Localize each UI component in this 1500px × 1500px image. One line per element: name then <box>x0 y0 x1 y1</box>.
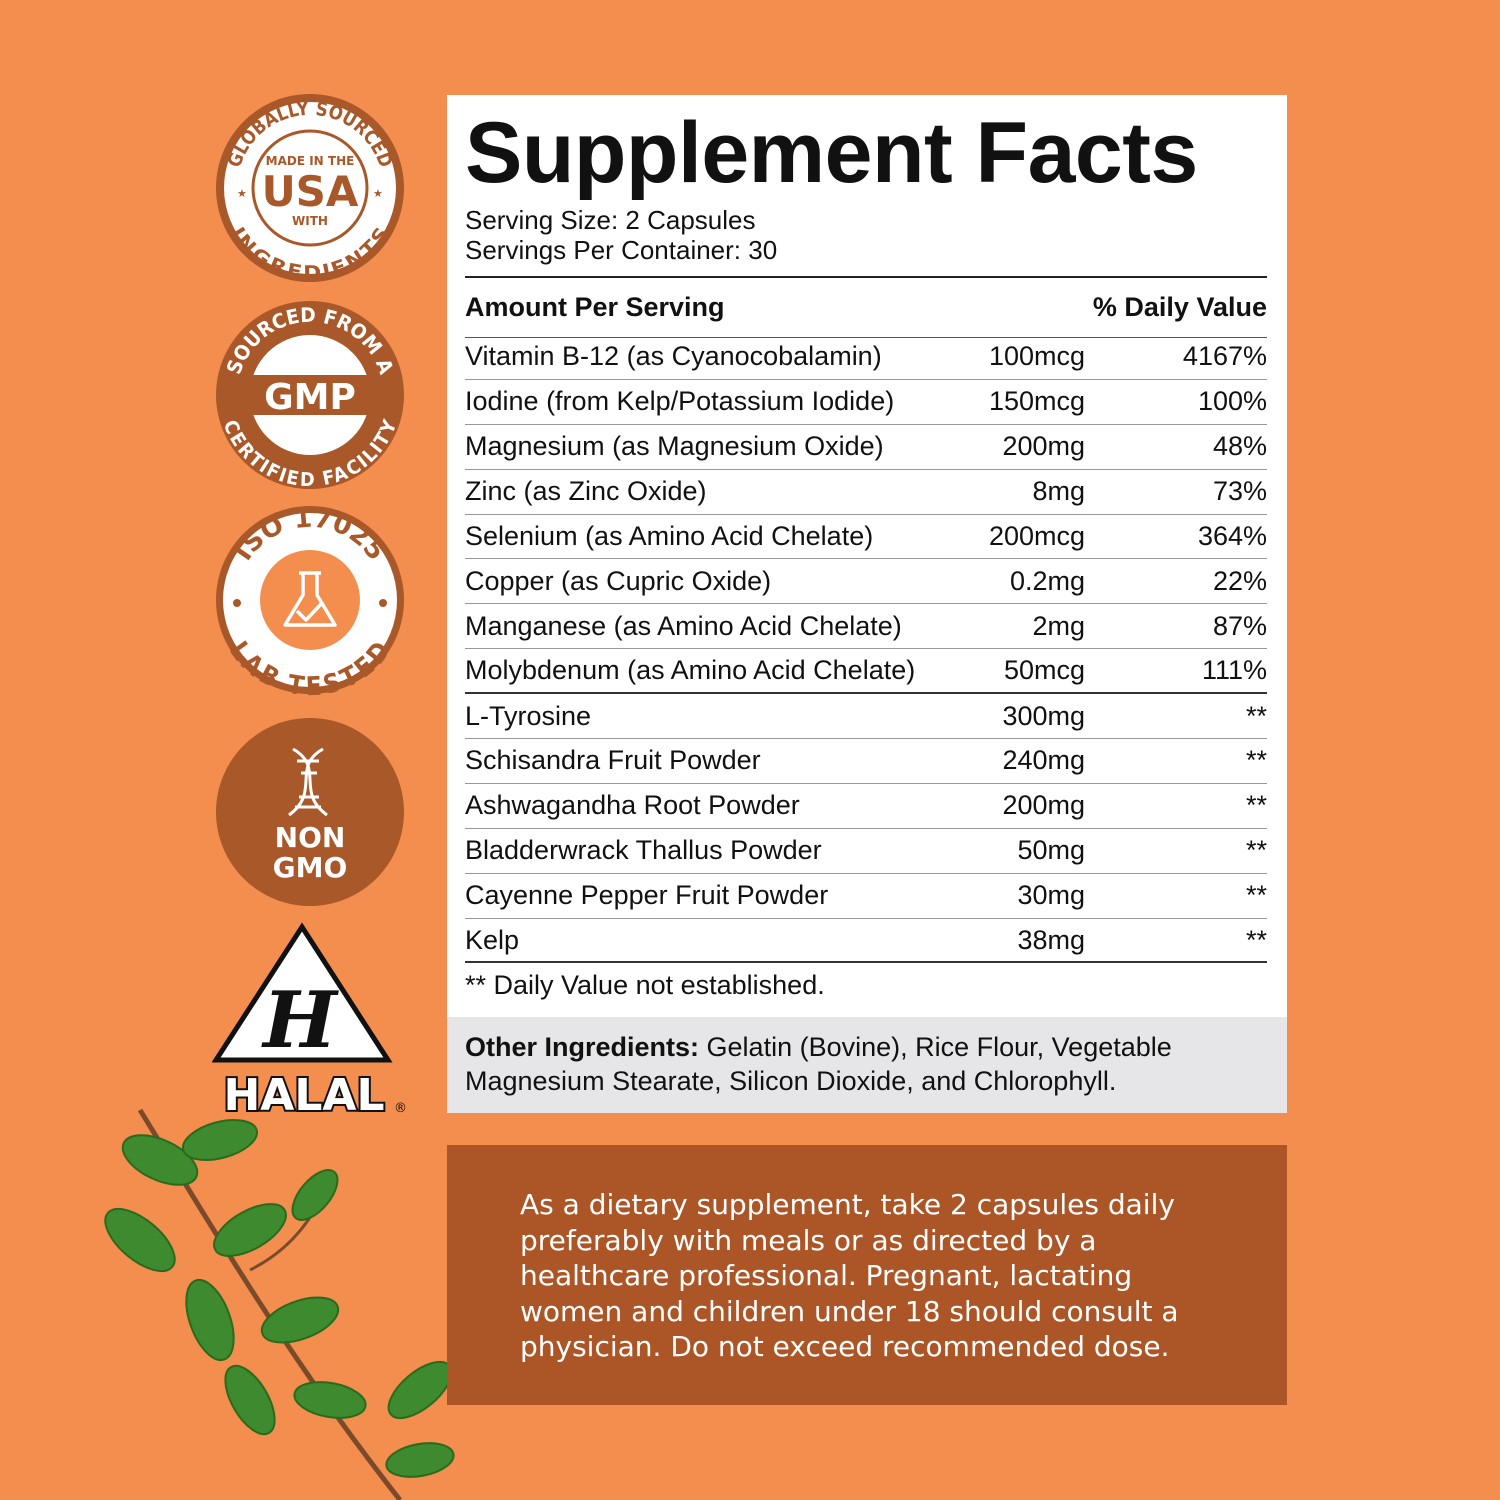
nutrient-amount: 300mg <box>1002 700 1085 731</box>
nutrient-amount: 8mg <box>1032 476 1085 507</box>
facts-title: Supplement Facts <box>465 105 1198 201</box>
badge-gmp-center: GMP <box>264 377 356 418</box>
nutrient-daily-value: 111% <box>1201 655 1267 686</box>
footnote: ** Daily Value not established. <box>465 970 825 1000</box>
star-icon: ★ <box>237 188 247 200</box>
daily-value-heading: % Daily Value <box>1092 292 1267 322</box>
supplement-facts-panel: Supplement Facts Serving Size: 2 Capsule… <box>447 95 1287 1113</box>
nutrient-amount: 50mg <box>1017 835 1085 866</box>
nutrient-amount: 150mcg <box>988 386 1085 417</box>
nutrient-name: Molybdenum (as Amino Acid Chelate) <box>465 655 916 686</box>
nutrient-row: Copper (as Cupric Oxide) 0.2mg 22% <box>465 559 1267 605</box>
iso-lab-tested-badge: ISO 17025 LAB TESTED <box>216 504 404 703</box>
directions-box: As a dietary supplement, take 2 capsules… <box>447 1145 1287 1405</box>
nutrient-row: L-Tyrosine 300mg ** <box>465 694 1267 740</box>
nutrient-name: Manganese (as Amino Acid Chelate) <box>465 610 902 641</box>
halal-label: HALAL <box>223 1070 384 1118</box>
nutrient-daily-value: 100% <box>1197 386 1267 417</box>
halal-letter: H <box>261 975 339 1066</box>
nutrient-daily-value: 22% <box>1212 565 1267 596</box>
badge-usa-line2: USA <box>262 167 359 216</box>
nutrient-row: Vitamin B-12 (as Cyanocobalamin) 100mcg 41… <box>465 335 1267 380</box>
nutrient-row: Iodine (from Kelp/Potassium Iodide) 150mc… <box>465 380 1267 425</box>
other-ingredients-label: Other Ingredients: <box>465 1032 700 1062</box>
nutrient-name: Iodine (from Kelp/Potassium Iodide) <box>465 386 895 417</box>
other-ingredients-text: Gelatin (Bovine), Rice Flour, Vegetable … <box>465 1032 1172 1096</box>
gmp-certified-badge: SOURCED FROM A CERTIFIED FACILITY GMP <box>216 301 404 491</box>
nutrient-name: Cayenne Pepper Fruit Powder <box>465 880 829 911</box>
nutrient-amount: 0.2mg <box>1009 565 1085 596</box>
nutrient-amount: 38mg <box>1017 924 1085 955</box>
nutrient-name: Magnesium (as Magnesium Oxide) <box>465 431 884 462</box>
other-ingredients: Other Ingredients: Gelatin (Bovine), Ric… <box>447 1017 1287 1113</box>
nutrient-name: Vitamin B-12 (as Cyanocobalamin) <box>465 341 882 372</box>
nutrient-daily-value: 48% <box>1212 431 1267 462</box>
nutrient-row: Schisandra Fruit Powder 240mg ** <box>465 739 1267 784</box>
servings-per-container: Servings Per Container: 30 <box>465 235 778 265</box>
nutrient-name: Copper (as Cupric Oxide) <box>465 565 772 596</box>
nutrient-name: Kelp <box>465 924 520 955</box>
badge-usa-line3: WITH <box>292 214 328 228</box>
nutrient-name: Ashwagandha Root Powder <box>465 790 800 821</box>
nutrient-daily-value: ** <box>1245 924 1267 955</box>
leaves-illustration <box>104 1108 455 1500</box>
nutrient-amount: 30mg <box>1017 880 1085 911</box>
nutrient-name: Bladderwrack Thallus Powder <box>465 835 822 866</box>
nutrient-daily-value: 364% <box>1197 521 1267 551</box>
nutrient-amount: 200mg <box>1002 790 1085 821</box>
non-gmo-badge: NON GMO <box>216 718 404 906</box>
nutrient-amount: 240mg <box>1002 745 1085 776</box>
nutrient-daily-value: ** <box>1245 745 1267 776</box>
badge-nongmo-line2: GMO <box>273 851 348 884</box>
registered-mark: ® <box>394 1101 407 1116</box>
nutrient-daily-value: ** <box>1245 790 1267 821</box>
nutrient-daily-value: ** <box>1245 700 1267 731</box>
nutrient-daily-value: 4167% <box>1182 341 1267 372</box>
directions-text: As a dietary supplement, take 2 capsules… <box>520 1188 1179 1363</box>
nutrient-row: Kelp 38mg ** <box>465 919 1267 964</box>
nutrient-daily-value: 73% <box>1212 476 1267 507</box>
star-icon: ★ <box>373 188 383 200</box>
nutrient-row: Magnesium (as Magnesium Oxide) 200mg 48% <box>465 425 1267 470</box>
nutrient-name: Selenium (as Amino Acid Chelate) <box>465 521 874 551</box>
nutrient-daily-value: 87% <box>1212 610 1267 641</box>
nutrient-table: Vitamin B-12 (as Cyanocobalamin) 100mcg 41… <box>465 335 1267 964</box>
nutrient-row: Bladderwrack Thallus Powder 50mg ** <box>465 829 1267 874</box>
nutrient-daily-value: ** <box>1245 835 1267 866</box>
nutrient-amount: 100mcg <box>988 341 1085 372</box>
flask-check-icon <box>283 571 337 627</box>
dna-icon <box>288 747 328 817</box>
nutrient-amount: 200mcg <box>988 521 1085 551</box>
serving-size: Serving Size: 2 Capsules <box>465 205 756 235</box>
nutrient-row: Molybdenum (as Amino Acid Chelate) 50mcg 1… <box>465 649 1267 695</box>
badge-usa-line1: MADE IN THE <box>266 154 355 168</box>
nutrient-row: Cayenne Pepper Fruit Powder 30mg ** <box>465 874 1267 919</box>
nutrient-name: Schisandra Fruit Powder <box>465 745 761 776</box>
nutrient-daily-value: ** <box>1245 880 1267 911</box>
made-in-usa-badge: GLOBALLY SOURCED INGREDIENTS MADE IN THE… <box>216 94 404 284</box>
halal-badge: H HALAL ® <box>212 922 407 1118</box>
nutrient-name: Zinc (as Zinc Oxide) <box>465 476 707 507</box>
nutrient-row: Ashwagandha Root Powder 200mg ** <box>465 784 1267 829</box>
nutrient-amount: 200mg <box>1002 431 1085 462</box>
nutrient-amount: 2mg <box>1032 610 1085 641</box>
nutrient-name: L-Tyrosine <box>465 700 592 731</box>
nutrient-row: Manganese (as Amino Acid Chelate) 2mg 87% <box>465 604 1267 650</box>
amount-per-serving-heading: Amount Per Serving <box>465 292 725 322</box>
facts-header: Amount Per Serving % Daily Value <box>465 276 1267 338</box>
serving-info: Serving Size: 2 Capsules Servings Per Co… <box>465 205 777 265</box>
badge-nongmo-line1: NON <box>275 821 346 854</box>
nutrient-amount: 50mcg <box>1003 655 1085 686</box>
nutrient-row: Selenium (as Amino Acid Chelate) 200mcg 36… <box>465 515 1267 560</box>
nutrient-row: Zinc (as Zinc Oxide) 8mg 73% <box>465 470 1267 515</box>
